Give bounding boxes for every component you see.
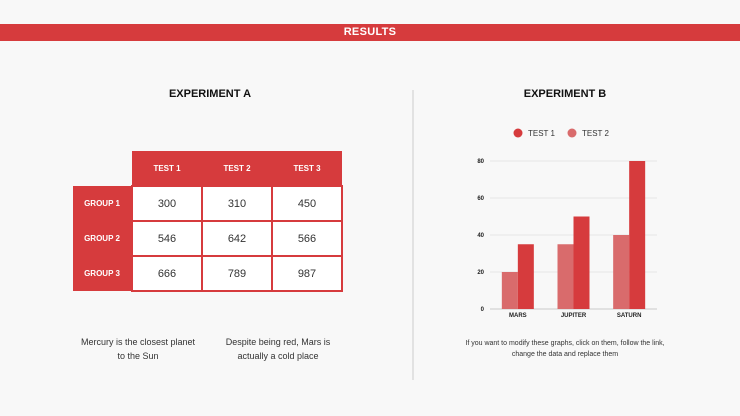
table-header-row: TEST 1 TEST 2 TEST 3 [73, 151, 342, 186]
y-tick-label: 20 [477, 270, 484, 276]
legend-label: TEST 1 [528, 129, 556, 138]
legend-label: TEST 2 [582, 129, 610, 138]
bar [573, 216, 590, 309]
table-cell: 566 [271, 220, 343, 257]
legend-marker [567, 128, 577, 138]
chart-legend: TEST 1 TEST 2 [513, 128, 610, 138]
column-header: TEST 3 [272, 151, 342, 186]
table-cell: 666 [131, 255, 203, 292]
x-tick-label: SATURN [617, 313, 642, 319]
table-cell: 546 [131, 220, 203, 257]
row-header: GROUP 2 [73, 221, 132, 256]
bar [517, 244, 534, 309]
table-cell: 300 [131, 185, 203, 222]
y-tick-label: 0 [481, 307, 485, 313]
table-corner [73, 151, 132, 186]
table-row: GROUP 3 666 789 987 [73, 255, 343, 292]
table-cell: 310 [201, 185, 273, 222]
caption-mercury: Mercury is the closest planet to the Sun [80, 337, 196, 361]
chart-labels: 0 20 40 60 80 MARS JUPITER SATURN [477, 159, 641, 319]
bar [629, 161, 646, 309]
section-divider [412, 90, 414, 380]
table-cell: 642 [201, 220, 273, 257]
table-row: GROUP 2 546 642 566 [73, 220, 343, 257]
row-header: GROUP 1 [73, 186, 132, 221]
table-row: GROUP 1 300 310 450 [73, 185, 343, 222]
column-header: TEST 1 [132, 151, 202, 186]
row-header: GROUP 3 [73, 256, 132, 291]
results-banner: RESULTS [0, 24, 740, 41]
experiment-a-title: EXPERIMENT A [168, 88, 252, 100]
y-tick-label: 60 [477, 196, 484, 202]
experiment-b-title: EXPERIMENT B [523, 88, 607, 100]
y-tick-label: 80 [477, 159, 484, 165]
caption-mars: Despite being red, Mars is actually a co… [225, 337, 331, 361]
table-cell: 450 [271, 185, 343, 222]
experiment-b-chart: TEST 1 TEST 2 0 20 40 60 80 MARS JUPITER SATURN [477, 128, 657, 319]
table-cell: 789 [201, 255, 273, 292]
experiment-a-table: TEST 1 TEST 2 TEST 3 GROUP 1 300 310 450… [73, 151, 343, 292]
table-cell: 987 [271, 255, 343, 292]
y-tick-label: 40 [477, 233, 484, 239]
legend-marker [513, 128, 523, 138]
x-tick-label: MARS [509, 313, 527, 319]
bar [613, 235, 630, 309]
bar [557, 244, 574, 309]
x-tick-label: JUPITER [561, 313, 587, 319]
chart-caption: If you want to modify these graphs, clic… [465, 340, 665, 358]
column-header: TEST 2 [202, 151, 272, 186]
chart-bars [501, 161, 646, 309]
bar [501, 272, 518, 309]
